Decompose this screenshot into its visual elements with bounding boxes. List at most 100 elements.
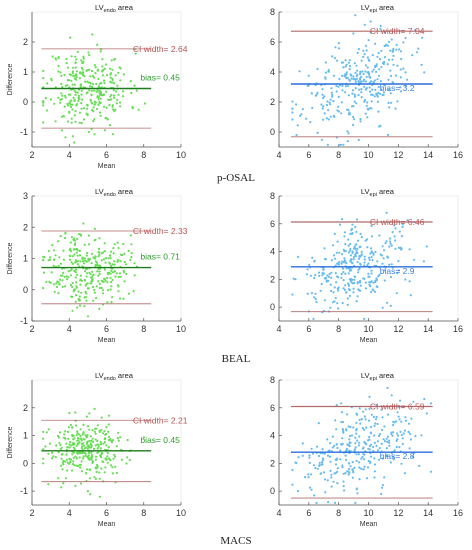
scatter-point	[59, 71, 62, 74]
scatter-point	[61, 468, 64, 471]
scatter-point	[326, 100, 329, 103]
section-label-text: BEAL	[222, 353, 251, 365]
scatter-point	[324, 491, 327, 494]
scatter-point	[119, 105, 122, 108]
panel-title-suffix: area	[377, 3, 395, 12]
scatter-point	[92, 299, 95, 302]
scatter-point	[113, 58, 116, 61]
scatter-point	[47, 428, 50, 431]
scatter-point	[394, 247, 397, 250]
scatter-point	[389, 240, 392, 243]
scatter-point	[357, 444, 360, 447]
scatter-point	[333, 286, 336, 289]
scatter-point	[322, 118, 325, 121]
scatter-point	[100, 456, 103, 459]
scatter-point	[93, 118, 96, 121]
scatter-point	[57, 70, 60, 73]
scatter-point	[297, 489, 300, 493]
scatter-point	[63, 105, 66, 108]
scatter-point	[116, 260, 119, 263]
scatter-point	[401, 437, 404, 440]
scatter-point	[69, 250, 73, 253]
scatter-point	[107, 414, 110, 417]
ci-width-label: CI width= 6.59	[370, 402, 425, 412]
x-tick-label: 2	[29, 324, 34, 334]
scatter-point	[312, 464, 315, 467]
scatter-point	[81, 60, 85, 63]
scatter-point	[96, 264, 99, 267]
scatter-point	[51, 244, 54, 247]
scatter-point	[360, 91, 363, 94]
scatter-point	[349, 249, 352, 252]
scatter-point	[399, 86, 402, 89]
scatter-point	[392, 423, 395, 427]
scatter-point	[64, 437, 67, 440]
scatter-point	[72, 434, 75, 437]
scatter-point	[106, 455, 109, 458]
scatter-point	[307, 476, 310, 479]
scatter-point	[389, 49, 392, 52]
scatter-point	[62, 249, 65, 252]
scatter-point	[68, 254, 71, 257]
scatter-point	[79, 482, 83, 485]
scatter-point	[367, 439, 370, 442]
scatter-point	[322, 471, 326, 474]
scatter-point	[367, 447, 370, 450]
scatter-point	[42, 457, 45, 460]
scatter-point	[116, 284, 120, 287]
scatter-point	[71, 295, 74, 298]
scatter-point	[353, 95, 357, 98]
scatter-point	[328, 455, 332, 458]
scatter-point	[329, 98, 332, 101]
scatter-point	[102, 79, 106, 82]
scatter-point	[371, 288, 374, 291]
scatter-point	[113, 270, 116, 273]
scatter-point	[89, 75, 92, 78]
scatter-point	[354, 436, 357, 439]
scatter-point	[113, 263, 116, 266]
panel-title: LVendo area	[95, 371, 134, 382]
scatter-point	[133, 84, 136, 87]
scatter-point	[377, 110, 380, 113]
scatter-point	[344, 59, 347, 62]
scatter-point	[54, 254, 57, 257]
scatter-point	[369, 90, 372, 93]
scatter-point	[329, 460, 332, 463]
scatter-point	[76, 437, 80, 440]
scatter-point	[373, 463, 377, 466]
scatter-point	[301, 108, 304, 111]
scatter-point	[313, 260, 316, 263]
scatter-point	[360, 59, 363, 62]
scatter-point	[387, 88, 390, 92]
scatter-point	[364, 408, 367, 411]
scatter-point	[395, 43, 398, 47]
scatter-point	[383, 279, 386, 282]
scatter-point	[385, 211, 388, 214]
scatter-point	[71, 255, 74, 258]
scatter-point	[90, 276, 93, 279]
scatter-point	[74, 455, 77, 458]
scatter-point	[361, 427, 364, 430]
scatter-point	[94, 255, 97, 258]
scatter-point	[307, 473, 310, 476]
scatter-point	[336, 302, 339, 305]
scatter-point	[298, 114, 302, 117]
scatter-point	[119, 275, 122, 278]
scatter-point	[108, 124, 112, 127]
ci-width-label: CI width= 6.46	[370, 217, 425, 227]
scatter-point	[380, 492, 383, 496]
scatter-point	[388, 441, 391, 444]
scatter-point	[374, 42, 377, 45]
scatter-point	[61, 285, 64, 288]
scatter-point	[73, 141, 76, 144]
scatter-point	[344, 243, 347, 246]
scatter-point	[341, 267, 344, 270]
scatter-point	[113, 260, 116, 263]
scatter-point	[98, 471, 101, 474]
scatter-point	[42, 86, 45, 89]
scatter-point	[352, 75, 355, 78]
scatter-point	[70, 79, 73, 82]
scatter-point	[336, 467, 339, 470]
